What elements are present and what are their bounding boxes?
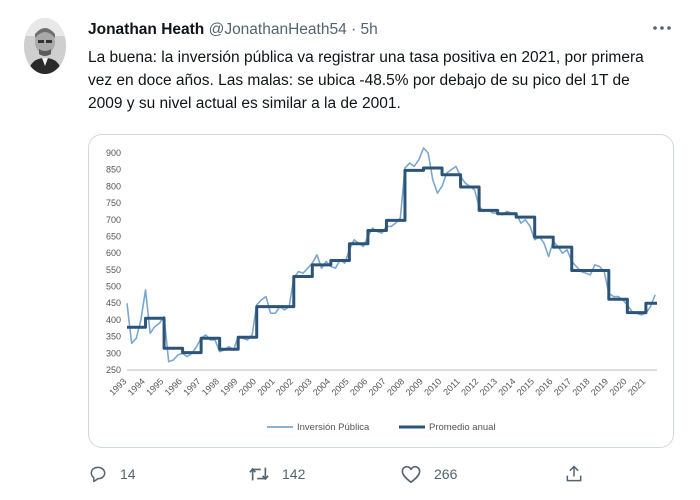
y-tick-label: 500 xyxy=(106,282,121,292)
x-tick-label: 2012 xyxy=(459,376,480,397)
reply-count: 14 xyxy=(120,466,136,482)
y-tick-label: 700 xyxy=(106,215,121,225)
x-tick-label: 2016 xyxy=(533,376,554,397)
x-tick-label: 2011 xyxy=(441,376,462,397)
x-tick-label: 1993 xyxy=(107,376,128,397)
avatar[interactable] xyxy=(24,18,66,74)
author-handle[interactable]: @JonathanHeath54 xyxy=(208,21,347,38)
retweet-button[interactable]: 142 xyxy=(248,458,305,490)
x-tick-label: 1996 xyxy=(163,376,184,397)
x-tick-label: 1999 xyxy=(218,376,239,397)
chart-image[interactable]: 250 300 350 400 450 500 550 600 650 700 750 800 850 9… xyxy=(88,134,674,448)
series-inversion-publica xyxy=(126,147,656,363)
y-tick-label: 900 xyxy=(106,148,121,158)
x-tick-label: 1998 xyxy=(200,376,221,397)
y-tick-label: 750 xyxy=(106,198,121,208)
x-tick-label: 2008 xyxy=(385,376,406,397)
x-tick-label: 2013 xyxy=(478,376,499,397)
y-tick-label: 400 xyxy=(106,315,121,325)
x-tick-label: 2005 xyxy=(330,376,351,397)
legend-label-promedio-anual: Promedio anual xyxy=(429,422,496,433)
series-promedio-anual xyxy=(127,166,657,355)
more-button[interactable] xyxy=(650,16,674,40)
tweet-text: La buena: la inversión pública va regist… xyxy=(88,49,644,112)
x-tick-label: 2001 xyxy=(255,376,276,397)
y-tick-label: 600 xyxy=(106,248,121,258)
x-tick-label: 2003 xyxy=(292,376,313,397)
x-tick-label: 2009 xyxy=(404,376,425,397)
x-tick-label: 2018 xyxy=(570,376,591,397)
x-tick-label: 2015 xyxy=(515,376,536,397)
legend-label-inversion-publica: Inversión Pública xyxy=(297,422,370,433)
tweet-header: Jonathan Heath @JonathanHeath54 · 5h xyxy=(88,20,378,40)
x-tick-label: 2020 xyxy=(608,376,629,397)
x-tick-label: 2019 xyxy=(589,376,610,397)
y-tick-label: 850 xyxy=(106,165,121,175)
header-separator: · xyxy=(351,21,357,38)
x-tick-label: 2002 xyxy=(274,376,295,397)
x-tick-label: 1994 xyxy=(126,376,147,397)
y-tick-label: 550 xyxy=(106,265,121,275)
y-tick-label: 450 xyxy=(106,298,121,308)
like-button[interactable]: 266 xyxy=(400,458,457,490)
share-icon xyxy=(566,465,582,482)
like-count: 266 xyxy=(434,466,458,482)
y-tick-label: 300 xyxy=(106,348,121,358)
x-tick-label: 2004 xyxy=(311,376,332,397)
reply-button[interactable]: 14 xyxy=(88,458,136,490)
y-tick-label: 800 xyxy=(106,181,121,191)
y-tick-label: 350 xyxy=(106,332,121,342)
x-tick-label: 2021 xyxy=(626,376,647,397)
y-tick-label: 650 xyxy=(106,231,121,241)
line-chart: 250 300 350 400 450 500 550 600 650 700 750 800 850 9… xyxy=(106,147,657,433)
x-tick-label: 2000 xyxy=(237,376,258,397)
x-tick-label: 2006 xyxy=(348,376,369,397)
author-name[interactable]: Jonathan Heath xyxy=(88,21,205,38)
more-icon xyxy=(653,26,671,30)
x-tick-label: 2010 xyxy=(422,376,443,397)
x-tick-label: 1997 xyxy=(181,376,202,397)
tweet-timestamp[interactable]: 5h xyxy=(360,21,378,38)
retweet-count: 142 xyxy=(282,466,306,482)
like-icon xyxy=(401,465,421,483)
tweet-actions: 14 142 266 xyxy=(88,458,672,490)
avatar-photo xyxy=(24,18,66,74)
share-button[interactable] xyxy=(564,458,584,490)
x-tick-label: 2014 xyxy=(496,376,517,397)
x-tick-label: 1995 xyxy=(144,376,165,397)
x-tick-label: 2017 xyxy=(552,376,573,397)
y-tick-label: 250 xyxy=(106,365,121,375)
reply-icon xyxy=(90,466,106,483)
retweet-icon xyxy=(249,467,269,481)
x-tick-label: 2007 xyxy=(367,376,388,397)
